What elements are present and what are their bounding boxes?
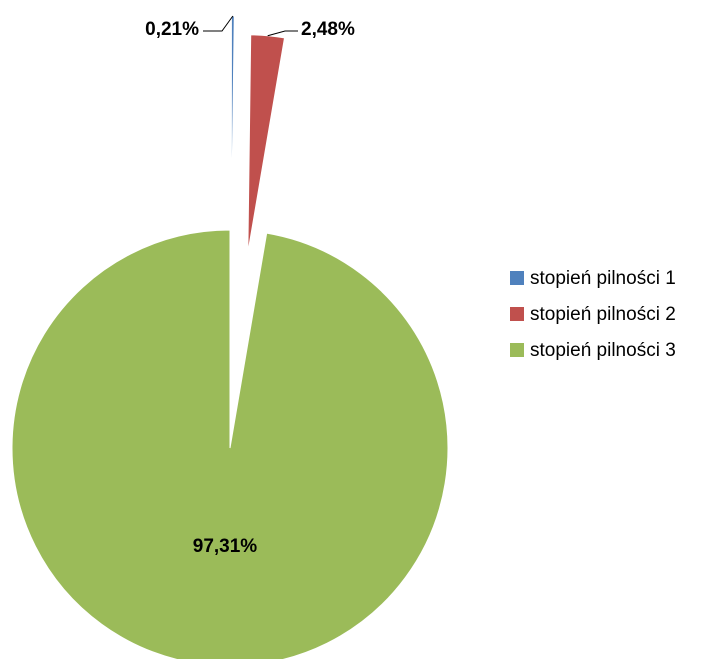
- leader-line-1: [203, 15, 234, 32]
- legend-swatch-3: [510, 343, 524, 357]
- legend-label-2: stopień pilności 2: [530, 304, 676, 325]
- legend: stopień pilności 1 stopień pilności 2 stop…: [510, 268, 676, 361]
- data-labels: 0,21% 2,48% 97,31%: [145, 19, 355, 557]
- pie-slice-2: [247, 34, 286, 253]
- pie-slice-1: [230, 15, 235, 235]
- pie-slice-3: [11, 229, 449, 659]
- legend-label-3: stopień pilności 3: [530, 340, 676, 361]
- legend-swatch-1: [510, 271, 524, 285]
- legend-swatch-2: [510, 307, 524, 321]
- legend-label-1: stopień pilności 1: [530, 268, 676, 289]
- data-label-3: 97,31%: [193, 536, 258, 557]
- pie-slices: [11, 15, 449, 659]
- leader-lines: [203, 15, 298, 37]
- leader-line-2: [267, 30, 298, 37]
- data-label-2: 2,48%: [301, 19, 355, 40]
- data-label-1: 0,21%: [145, 19, 199, 40]
